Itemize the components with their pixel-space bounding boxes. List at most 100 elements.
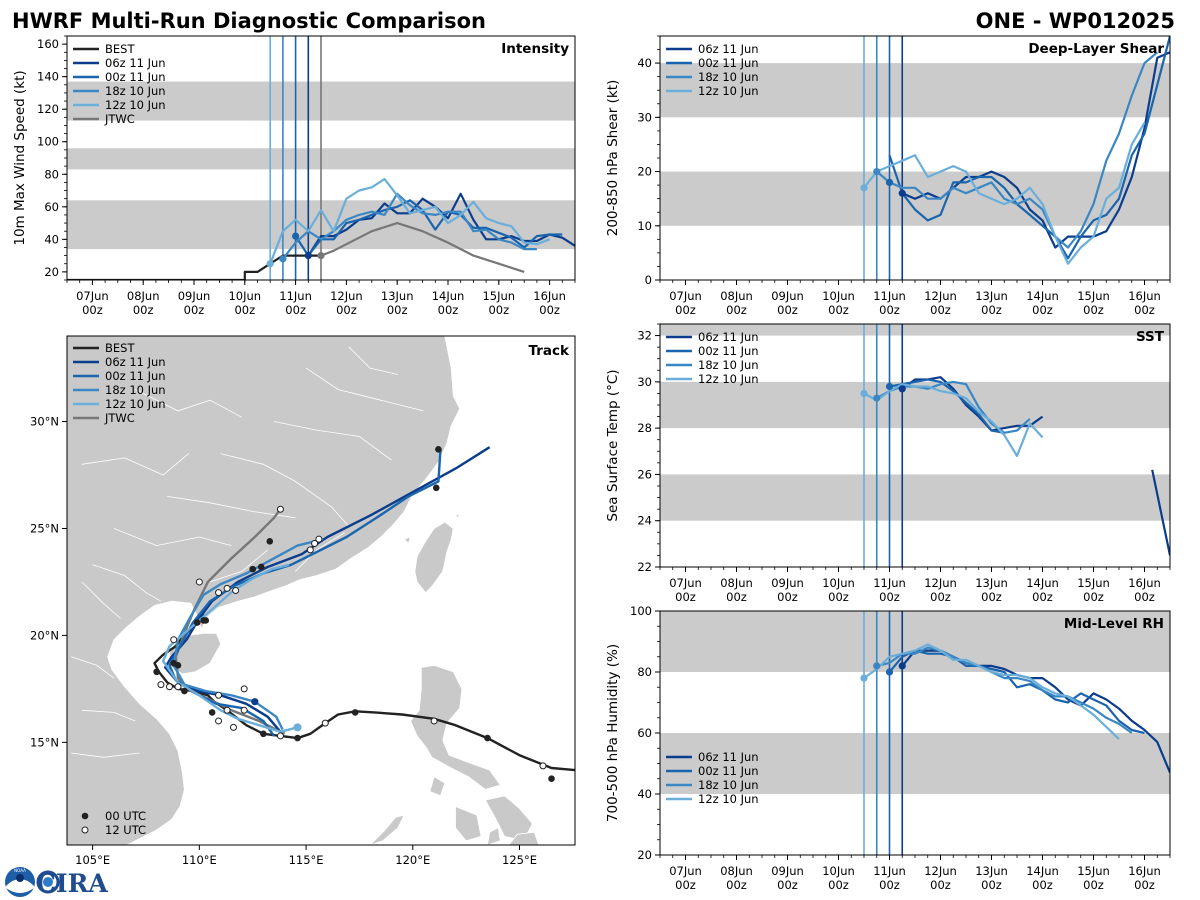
y-tick-label: 60	[44, 200, 59, 214]
series-line-run_18z10	[876, 51, 1159, 249]
rh-panel: 2040608010007Jun00z08Jun00z09Jun00z10Jun…	[605, 604, 1171, 892]
track-dot-00utc	[181, 687, 188, 695]
legend-label: BEST	[105, 42, 135, 56]
x-tick-label-date: 09Jun	[771, 289, 804, 303]
y-tick-label: 40	[637, 56, 652, 70]
y-tick-label: 40	[637, 787, 652, 801]
x-tick-label-hour: 00z	[1134, 303, 1155, 317]
series-line-run_00z11	[294, 199, 563, 257]
init-marker-run_06z11	[898, 189, 906, 197]
province-border	[135, 389, 243, 418]
legend-label: 06z 11 Jun	[105, 56, 166, 70]
track-dot-12utc	[223, 706, 231, 714]
y-tick-label: 28	[637, 421, 652, 435]
province-border	[273, 421, 392, 461]
track-dot-12utc	[195, 578, 203, 586]
y-tick-label: 60	[637, 726, 652, 740]
x-tick-label-date: 10Jun	[822, 864, 855, 878]
land-shape	[487, 827, 501, 845]
x-tick-label-date: 09Jun	[771, 864, 804, 878]
x-tick-label-date: 16Jun	[533, 289, 566, 303]
x-tick-label-hour: 00z	[234, 303, 255, 317]
init-marker-jtwc	[317, 252, 325, 260]
track-dot-12utc	[311, 539, 319, 547]
init-marker-run_18z10	[279, 255, 287, 263]
province-border	[167, 496, 296, 519]
x-tick-label-date: 12Jun	[924, 289, 957, 303]
marker-legend-label: 12 UTC	[105, 823, 146, 837]
x-tick-label-date: 11Jun	[873, 576, 906, 590]
x-tick-label-hour: 00z	[438, 303, 459, 317]
legend-label: 06z 11 Jun	[698, 42, 759, 56]
track-init-marker	[251, 698, 259, 706]
legend-label: 12z 10 Jun	[698, 372, 759, 386]
init-marker-run_00z11	[292, 232, 300, 240]
cira-logo-text: CIRA	[36, 869, 108, 898]
series-line-run_12z10	[863, 643, 1120, 740]
track-dot-12utc	[315, 535, 323, 543]
x-tick-label-date: 11Jun	[873, 289, 906, 303]
y-axis-label: 10m Max Wind Speed (kt)	[12, 70, 28, 245]
x-tick-label-hour: 00z	[828, 590, 849, 604]
land-shape	[454, 512, 461, 519]
lat-tick-label: 25°N	[30, 521, 59, 535]
x-tick-label-date: 15Jun	[1077, 864, 1110, 878]
y-tick-label: 80	[637, 665, 652, 679]
y-tick-label: 22	[637, 560, 652, 574]
track-dot-00utc	[153, 668, 160, 676]
x-tick-label-hour: 00z	[675, 303, 696, 317]
lon-tick-label: 120°E	[395, 853, 430, 867]
cira-logo-globe-core	[43, 877, 53, 887]
track-map-panel: 105°E 110°E 115°E 120°E 125°E 15°N 20°N 25°N 30°…	[30, 335, 576, 867]
track-dot-12utc	[174, 683, 182, 691]
x-tick-label-hour: 00z	[336, 303, 357, 317]
y-tick-label: 80	[44, 167, 59, 181]
x-tick-label-hour: 00z	[675, 878, 696, 892]
legend-label: BEST	[105, 341, 135, 355]
legend-label: 12z 10 Jun	[698, 792, 759, 806]
init-marker-run_18z10	[873, 167, 881, 176]
x-tick-label-date: 07Jun	[669, 289, 702, 303]
legend-label: 18z 10 Jun	[105, 383, 166, 397]
threshold-band	[660, 63, 1170, 118]
series-line-run_00z11	[889, 378, 1005, 434]
track-dot-00utc	[193, 619, 201, 626]
x-tick-label-hour: 00z	[930, 303, 951, 317]
x-tick-label-hour: 00z	[1083, 303, 1104, 317]
y-tick-label: 20	[637, 848, 652, 862]
series-group	[860, 36, 1170, 265]
track-dot-12utc	[539, 762, 547, 770]
x-tick-label-hour: 00z	[1134, 878, 1155, 892]
marker-legend-00utc	[81, 812, 89, 820]
track-dot-12utc	[215, 691, 223, 699]
marker-legend-label: 00 UTC	[105, 809, 146, 823]
land-shape	[508, 831, 540, 845]
track-dot-00utc	[208, 709, 216, 716]
lon-tick-label: 105°E	[75, 853, 110, 867]
legend-label: 00z 11 Jun	[698, 764, 759, 778]
series-line-run_00z11	[888, 649, 1145, 735]
province-border	[81, 453, 189, 476]
x-tick-label-date: 07Jun	[669, 576, 702, 590]
y-axis-label: 200-850 hPa Shear (kt)	[605, 80, 621, 237]
land-shape	[403, 536, 412, 545]
x-tick-label-hour: 00z	[726, 590, 747, 604]
series-group	[67, 178, 575, 280]
land-shape	[429, 775, 446, 797]
track-dot-12utc	[240, 706, 248, 714]
legend-label: 06z 11 Jun	[105, 355, 166, 369]
track-dot-12utc	[321, 719, 329, 727]
noaa-logo-wave	[6, 879, 34, 893]
x-tick-label-hour: 00z	[981, 878, 1002, 892]
init-marker-run_18z10	[873, 662, 881, 670]
y-tick-label: 20	[44, 265, 59, 279]
threshold-band	[660, 381, 1170, 429]
cira-logo: NOAA CIRA	[5, 867, 108, 898]
x-tick-label-hour: 00z	[82, 303, 103, 317]
y-axis-label: Sea Surface Temp (°C)	[605, 369, 621, 521]
x-tick-label-date: 15Jun	[1077, 289, 1110, 303]
figure-title: HWRF Multi-Run Diagnostic Comparison	[12, 9, 486, 33]
init-marker-run_18z10	[873, 394, 881, 402]
cira-logo-globe-icon	[36, 870, 60, 894]
province-border	[71, 656, 115, 679]
